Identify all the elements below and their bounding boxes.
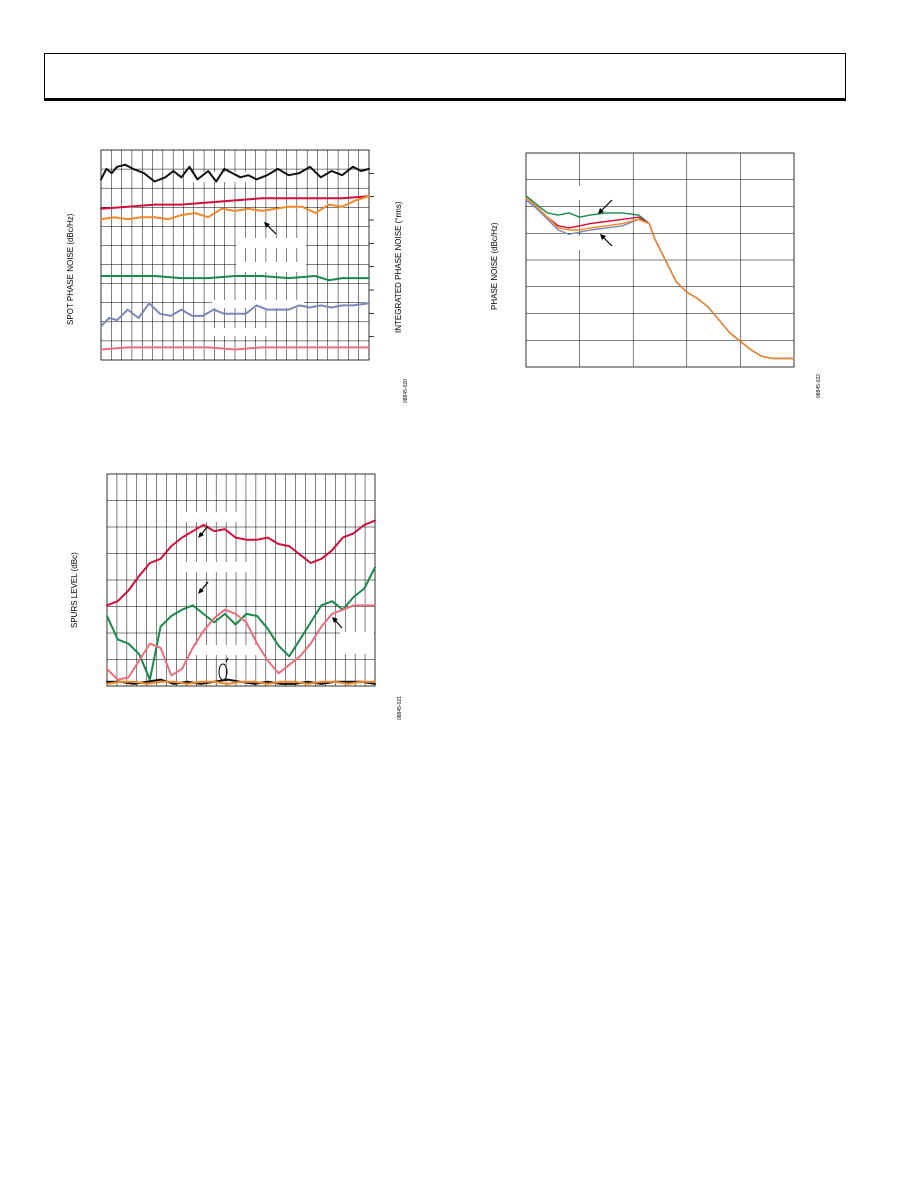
chart3-arrow-head (198, 588, 204, 594)
page-header-box (44, 53, 846, 101)
chart1-figure-id: 08845-020 (403, 379, 409, 403)
chart1-series-line (100, 346, 370, 351)
chart2-ylabel: PHASE NOISE (dBc/Hz) (490, 222, 499, 310)
chart2-arrow-head (598, 208, 604, 214)
chart1-series-line (100, 195, 370, 221)
chart1-ylabel-right: INTEGRATED PHASE NOISE (°rms) (394, 201, 403, 333)
chart3-ellipse-pointer (225, 657, 229, 663)
chart3-arrow-head (198, 532, 204, 538)
chart3-group-ellipse (218, 663, 228, 681)
chart2-arrow-head (600, 234, 606, 240)
chart3-arrows (198, 525, 343, 681)
chart3-series-line (106, 566, 376, 681)
chart3-arrow-head (332, 617, 338, 623)
chart2-series (525, 195, 795, 360)
chart2-figure-id: 08845-022 (816, 374, 822, 398)
chart1-arrow-head (264, 222, 270, 228)
chart1-grid (101, 150, 369, 360)
chart2-series-line (525, 199, 795, 360)
chart1-series-line (100, 163, 370, 183)
chart2-arrows (598, 199, 613, 247)
chart3-series-line (106, 604, 376, 681)
chart3-series-line (106, 680, 376, 685)
chart3-series (106, 519, 376, 685)
chart2-legend-blocks (556, 186, 610, 250)
chart3-ylabel: SPURS LEVEL (dBc) (70, 552, 79, 628)
chart3-legend-blocks (178, 512, 374, 655)
chart3-plot-frame (106, 473, 376, 687)
chart1-legend-block (185, 172, 247, 182)
chart2-series-line (525, 195, 795, 360)
chart1-legend-block (212, 300, 304, 308)
chart3-legend-block (185, 562, 249, 572)
chart3-series-line (106, 519, 376, 607)
chart1-legend-block (236, 238, 306, 248)
chart1: SPOT PHASE NOISE (dBc/Hz) INTEGRATED PHA… (66, 149, 409, 403)
chart1-ylabel-left: SPOT PHASE NOISE (dBc/Hz) (66, 213, 75, 325)
chart1-legend-blocks (185, 172, 306, 336)
chart1-plot-frame (100, 149, 370, 361)
chart1-legend-block (212, 328, 270, 336)
chart1-series-line (100, 302, 370, 328)
chart3-legend-block (340, 632, 374, 654)
chart1-series-line (100, 275, 370, 282)
chart2-plot-frame (525, 152, 795, 368)
chart3: SPURS LEVEL (dBc) 08845-021 (70, 473, 403, 720)
chart2-legend-block (556, 186, 606, 200)
chart3-figure-id: 08845-021 (397, 696, 403, 720)
chart2-legend-block (560, 236, 610, 250)
chart2-series-line (525, 197, 795, 360)
chart2-series-line (525, 197, 795, 360)
chart1-series-line (100, 195, 370, 210)
chart2-grid (526, 153, 794, 367)
chart1-arrow (264, 222, 277, 235)
chart1-series (100, 163, 370, 351)
chart1-legend-block (236, 262, 306, 272)
chart1-right-ticks (369, 172, 374, 338)
chart3-legend-block (178, 512, 244, 522)
chart2: PHASE NOISE (dBc/Hz) 08845-022 (490, 152, 822, 398)
chart3-legend-block (190, 645, 264, 655)
